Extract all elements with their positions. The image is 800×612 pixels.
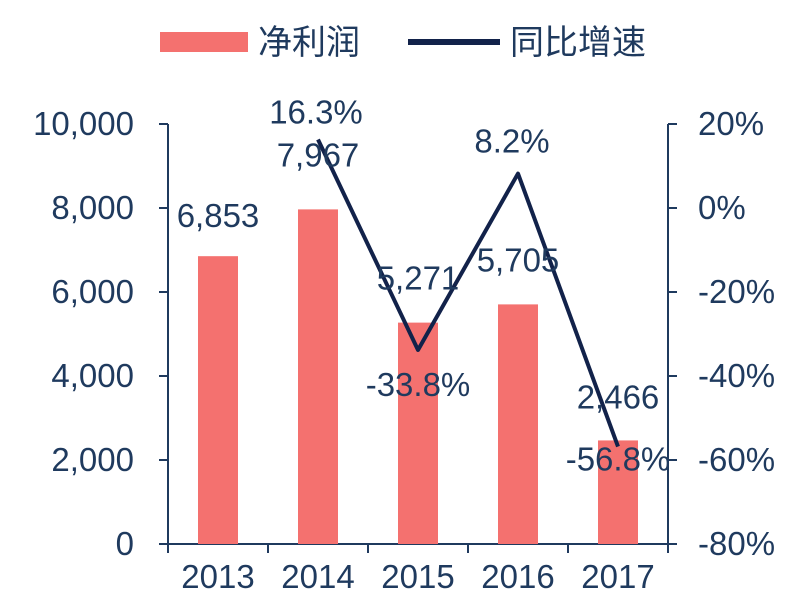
y-right-tick-label: -80% — [698, 525, 775, 562]
line-value-label: 16.3% — [269, 94, 363, 131]
bar-value-label: 2,466 — [577, 378, 660, 415]
y-left-tick-label: 6,000 — [51, 273, 134, 310]
bars — [198, 209, 638, 545]
legend-label-bar: 净利润 — [258, 24, 360, 62]
legend: 净利润 同比增速 — [160, 24, 646, 62]
legend-swatch-bar — [160, 32, 248, 52]
bar — [398, 322, 438, 544]
y-right-tick-label: -20% — [698, 273, 775, 310]
y-left-tick-label: 8,000 — [51, 189, 134, 226]
y-left-tick-label: 2,000 — [51, 441, 134, 478]
bar-value-label: 6,853 — [177, 197, 260, 234]
x-tick-label: 2013 — [181, 558, 254, 595]
y-left-tick-label: 0 — [116, 525, 134, 562]
bar — [298, 209, 338, 545]
y-left-tick-label: 4,000 — [51, 357, 134, 394]
line-value-label: 8.2% — [474, 123, 549, 160]
bar — [498, 304, 538, 544]
x-tick-label: 2016 — [481, 558, 554, 595]
line-value-label: -56.8% — [566, 441, 671, 478]
bar — [198, 256, 238, 544]
x-tick-label: 2017 — [581, 558, 654, 595]
axes: 0 2,000 4,000 6,000 8,000 10,000 -80% -60% -40% -… — [33, 105, 775, 595]
bar-value-label: 7,967 — [277, 136, 360, 173]
bar-value-label: 5,271 — [377, 260, 460, 297]
x-tick-label: 2014 — [281, 558, 354, 595]
bar-value-label: 5,705 — [477, 241, 560, 278]
data-labels: 6,853 7,967 5,271 5,705 2,466 16.3% -33.8% 8.2%… — [177, 94, 671, 478]
growth-line-layer — [316, 138, 620, 448]
y-left-tick-label: 10,000 — [33, 105, 134, 142]
y-right-tick-label: 20% — [698, 105, 764, 142]
growth-line — [316, 138, 620, 448]
x-tick-label: 2015 — [381, 558, 454, 595]
y-right-tick-label: -60% — [698, 441, 775, 478]
legend-label-line: 同比增速 — [510, 24, 646, 62]
y-right-tick-label: -40% — [698, 357, 775, 394]
line-value-label: -33.8% — [366, 366, 471, 403]
y-right-tick-label: 0% — [698, 189, 746, 226]
bar — [598, 440, 638, 544]
